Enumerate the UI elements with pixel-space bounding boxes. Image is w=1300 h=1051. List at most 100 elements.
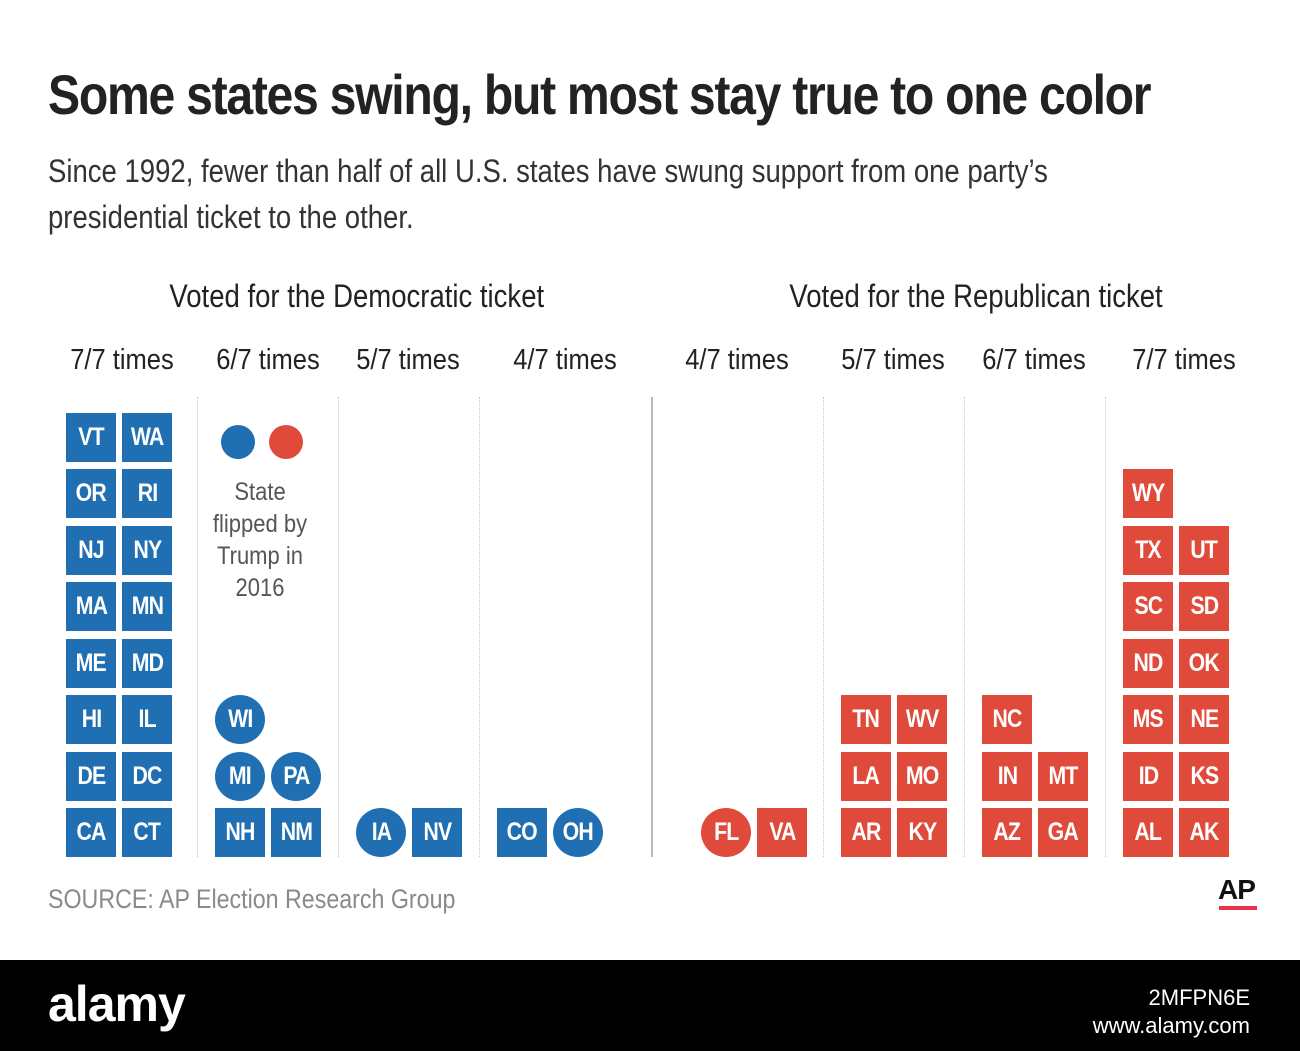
state-tile-ok: OK — [1179, 639, 1229, 688]
state-abbreviation: AL — [1134, 818, 1162, 846]
state-tile-nc: NC — [982, 695, 1032, 744]
democratic-section-label: Voted for the Democratic ticket — [169, 278, 545, 314]
column-label: 4/7 times — [685, 344, 789, 376]
state-abbreviation: HI — [81, 705, 101, 733]
state-tile-dc: DC — [122, 752, 172, 801]
state-tile-ct: CT — [122, 808, 172, 857]
state-abbreviation: MD — [131, 649, 163, 677]
state-tile-nd: ND — [1123, 639, 1173, 688]
state-abbreviation: VA — [768, 818, 796, 846]
ap-logo-underline — [1219, 906, 1257, 910]
state-abbreviation: NM — [280, 818, 312, 846]
state-abbreviation: MI — [229, 762, 252, 790]
state-abbreviation: CA — [76, 818, 106, 846]
state-tile-az: AZ — [982, 808, 1032, 857]
state-abbreviation: KY — [908, 818, 937, 846]
state-abbreviation: LA — [852, 762, 880, 790]
state-tile-wv: WV — [897, 695, 947, 744]
column-label: 5/7 times — [841, 344, 945, 376]
state-abbreviation: SD — [1190, 592, 1219, 620]
state-abbreviation: NJ — [78, 536, 104, 564]
state-abbreviation: NH — [225, 818, 255, 846]
state-tile-de: DE — [66, 752, 116, 801]
state-tile-nm: NM — [271, 808, 321, 857]
state-tile-il: IL — [122, 695, 172, 744]
state-abbreviation: MN — [131, 592, 163, 620]
state-tile-me: ME — [66, 639, 116, 688]
state-abbreviation: DE — [77, 762, 106, 790]
state-abbreviation: CO — [506, 818, 538, 846]
state-tile-nh: NH — [215, 808, 265, 857]
state-abbreviation: NV — [423, 818, 452, 846]
state-tile-fl: FL — [701, 808, 751, 857]
state-tile-in: IN — [982, 752, 1032, 801]
column-divider — [823, 397, 824, 857]
state-abbreviation: WA — [130, 423, 164, 451]
state-abbreviation: WV — [905, 705, 939, 733]
state-abbreviation: OK — [1188, 649, 1220, 677]
state-abbreviation: UT — [1190, 536, 1218, 564]
state-abbreviation: TN — [852, 705, 880, 733]
state-tile-hi: HI — [66, 695, 116, 744]
state-tile-co: CO — [497, 808, 547, 857]
state-abbreviation: IL — [138, 705, 156, 733]
legend-red-dot — [269, 425, 303, 459]
state-abbreviation: MA — [75, 592, 107, 620]
party-divider — [651, 397, 653, 857]
column-divider — [1105, 397, 1106, 857]
column-divider — [197, 397, 198, 857]
state-tile-mt: MT — [1038, 752, 1088, 801]
legend-text: State flipped by Trump in 2016 — [212, 478, 308, 602]
state-tile-id: ID — [1123, 752, 1173, 801]
state-tile-ga: GA — [1038, 808, 1088, 857]
state-tile-ks: KS — [1179, 752, 1229, 801]
column-divider — [338, 397, 339, 857]
state-tile-wy: WY — [1123, 469, 1173, 518]
state-abbreviation: WI — [227, 705, 253, 733]
source-note: SOURCE: AP Election Research Group — [48, 884, 456, 914]
state-abbreviation: CT — [133, 818, 161, 846]
state-abbreviation: NE — [1190, 705, 1219, 733]
column-label: 6/7 times — [216, 344, 320, 376]
state-tile-mi: MI — [215, 752, 265, 801]
state-abbreviation: KS — [1190, 762, 1219, 790]
state-tile-sc: SC — [1123, 582, 1173, 631]
state-tile-ia: IA — [356, 808, 406, 857]
footer-url: www.alamy.com — [1092, 1013, 1250, 1038]
state-abbreviation: MT — [1048, 762, 1078, 790]
state-tile-ri: RI — [122, 469, 172, 518]
state-tile-wi: WI — [215, 695, 265, 744]
state-tile-vt: VT — [66, 413, 116, 462]
column-label: 7/7 times — [1132, 344, 1236, 376]
state-abbreviation: WY — [1131, 479, 1165, 507]
state-abbreviation: MS — [1132, 705, 1164, 733]
state-abbreviation: OR — [75, 479, 107, 507]
column-divider — [479, 397, 480, 857]
legend-blue-dot — [221, 425, 255, 459]
state-abbreviation: IN — [997, 762, 1017, 790]
state-abbreviation: AR — [851, 818, 881, 846]
state-abbreviation: RI — [137, 479, 157, 507]
column-label: 7/7 times — [70, 344, 174, 376]
state-tile-ar: AR — [841, 808, 891, 857]
state-tile-ky: KY — [897, 808, 947, 857]
image-id: 2MFPN6E — [1148, 985, 1250, 1010]
state-tile-ma: MA — [66, 582, 116, 631]
state-tile-va: VA — [757, 808, 807, 857]
state-tile-tn: TN — [841, 695, 891, 744]
state-tile-ms: MS — [1123, 695, 1173, 744]
state-abbreviation: PA — [282, 762, 310, 790]
state-tile-ak: AK — [1179, 808, 1229, 857]
state-tile-mo: MO — [897, 752, 947, 801]
watermark-footer — [0, 960, 1300, 1051]
state-tile-pa: PA — [271, 752, 321, 801]
state-tile-or: OR — [66, 469, 116, 518]
chart-title: Some states swing, but most stay true to… — [48, 63, 1152, 126]
republican-section-label: Voted for the Republican ticket — [789, 278, 1163, 314]
state-tile-ca: CA — [66, 808, 116, 857]
state-abbreviation: TX — [1135, 536, 1161, 564]
state-tile-la: LA — [841, 752, 891, 801]
state-tile-sd: SD — [1179, 582, 1229, 631]
state-abbreviation: AK — [1189, 818, 1219, 846]
state-abbreviation: OH — [562, 818, 594, 846]
